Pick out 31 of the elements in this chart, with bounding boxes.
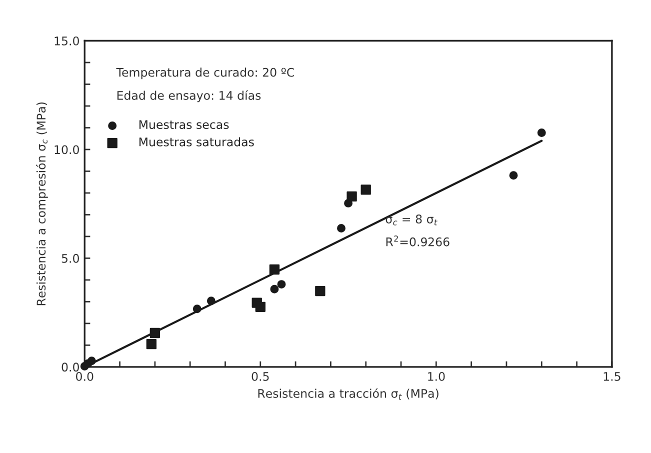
y-axis-title: Resistencia a compresión σ$_{c}$ (MPa) bbox=[36, 102, 48, 306]
point bbox=[255, 302, 266, 312]
legend-label: Muestras secas bbox=[139, 120, 229, 130]
point bbox=[277, 280, 286, 289]
y-tick-label: 0.0 bbox=[62, 362, 79, 372]
annotation: R$^{2}$=0.9266 bbox=[386, 236, 450, 246]
point bbox=[315, 286, 326, 296]
x-tick-label: 1.5 bbox=[604, 372, 620, 381]
x-tick-label: 1.0 bbox=[428, 372, 445, 381]
point bbox=[206, 296, 216, 306]
legend-label: Muestras saturadas bbox=[139, 137, 254, 146]
y-tick-label: 5.0 bbox=[62, 254, 79, 263]
y-tick-label: 15.0 bbox=[54, 36, 79, 46]
point bbox=[509, 171, 518, 180]
x-axis-title: Resistencia a tracción σ$_{t}$ (MPa) bbox=[258, 388, 438, 400]
point bbox=[360, 184, 371, 195]
point bbox=[337, 224, 346, 232]
point bbox=[346, 191, 357, 202]
y-tick-label: 10.0 bbox=[54, 145, 79, 154]
point bbox=[269, 264, 280, 275]
x-tick-label: 0.0 bbox=[76, 372, 94, 381]
point bbox=[192, 304, 202, 314]
point bbox=[150, 328, 160, 338]
annotation: σ$_{c}$ = 8 σ$_{t}$ bbox=[386, 214, 438, 226]
point bbox=[270, 284, 279, 294]
annotation: Edad de ensayo: 14 días bbox=[117, 90, 261, 102]
x-tick-label: 0.5 bbox=[252, 372, 269, 381]
point bbox=[87, 356, 96, 366]
annotation: Temperatura de curado: 20 ºC bbox=[116, 68, 294, 80]
point bbox=[146, 339, 157, 350]
point bbox=[537, 128, 546, 137]
